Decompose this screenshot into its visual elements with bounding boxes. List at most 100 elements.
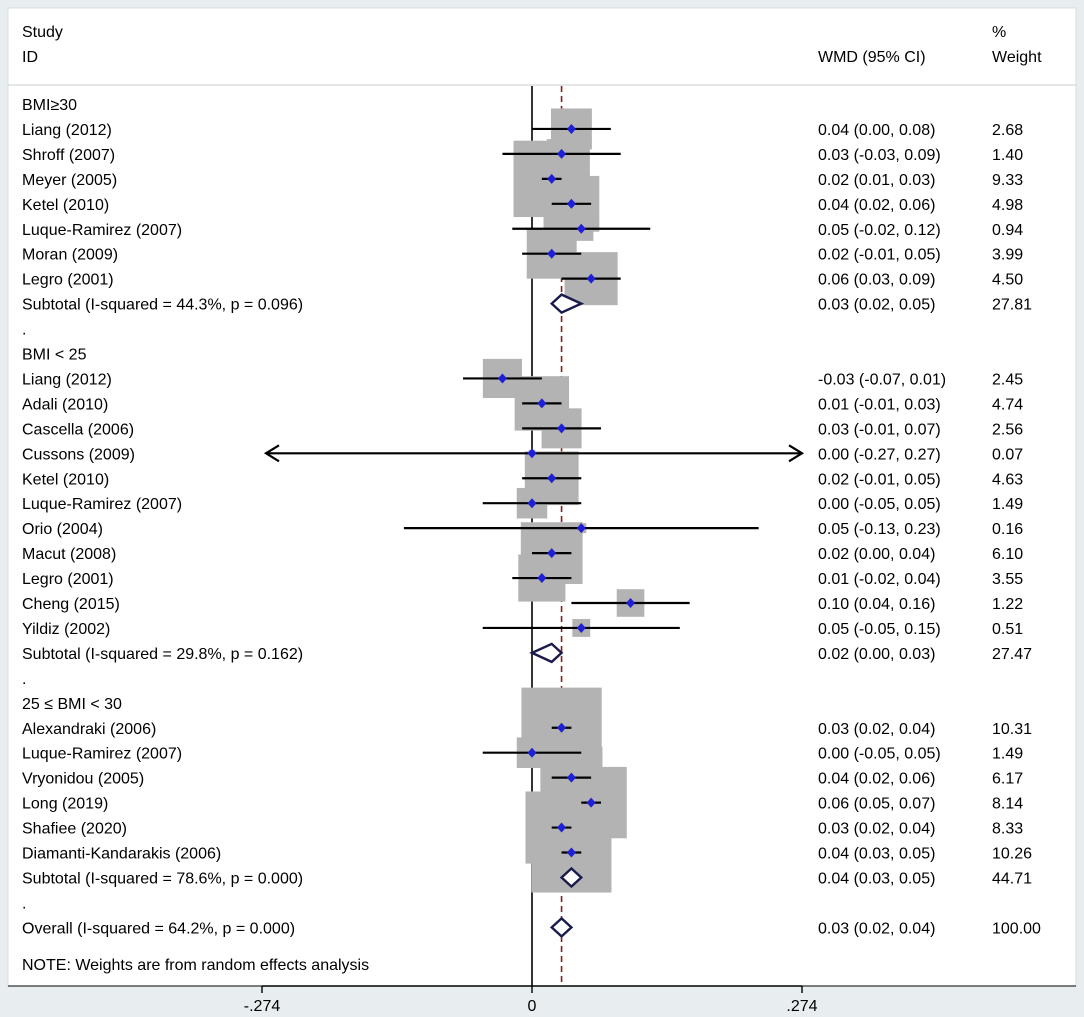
point-estimate xyxy=(576,622,586,633)
point-estimate xyxy=(557,822,567,833)
weight-text: 27.81 xyxy=(992,297,1032,314)
point-estimate xyxy=(527,747,537,758)
weight-text: 10.31 xyxy=(992,721,1032,738)
point-estimate xyxy=(497,373,507,384)
study-label: Orio (2004) xyxy=(22,521,103,538)
study-label: Liang (2012) xyxy=(22,371,112,388)
ci-arrow-right xyxy=(788,444,805,463)
weight-text: 8.14 xyxy=(992,796,1023,813)
study-label: Cheng (2015) xyxy=(22,596,120,613)
effect-ci-text: 0.01 (-0.02, 0.04) xyxy=(818,571,941,588)
study-label: Yildiz (2002) xyxy=(22,621,110,638)
effect-ci-text: 0.00 (-0.05, 0.05) xyxy=(818,496,941,513)
point-estimate xyxy=(557,423,567,434)
effect-ci-text: 0.03 (0.02, 0.04) xyxy=(818,821,935,838)
subtotal-diamond xyxy=(549,293,585,315)
effect-ci-text: 0.06 (0.05, 0.07) xyxy=(818,796,935,813)
study-label: Meyer (2005) xyxy=(22,172,117,189)
point-estimate xyxy=(547,173,557,184)
effect-ci-text: 0.02 (-0.01, 0.05) xyxy=(818,247,941,264)
subtotal-diamond xyxy=(529,642,564,664)
weight-text: 0.51 xyxy=(992,621,1023,638)
effect-ci-text: 0.06 (0.03, 0.09) xyxy=(818,272,935,289)
effect-ci-text: 0.02 (0.00, 0.03) xyxy=(818,646,935,663)
study-label: Long (2019) xyxy=(22,796,108,813)
weight-text: 1.40 xyxy=(992,147,1023,164)
subgroup-header: BMI < 25 xyxy=(22,347,87,364)
point-estimate xyxy=(626,598,636,608)
overall-diamond xyxy=(549,916,574,938)
study-label: Diamanti-Kandarakis (2006) xyxy=(22,846,221,863)
weight-text: 6.10 xyxy=(992,546,1023,563)
effect-ci-text: 0.00 (-0.05, 0.05) xyxy=(818,746,941,763)
weight-text: 8.33 xyxy=(992,821,1023,838)
study-label: Ketel (2010) xyxy=(22,197,109,214)
point-estimate xyxy=(566,198,576,209)
weight-text: 2.56 xyxy=(992,421,1023,438)
header-weight-line2: Weight xyxy=(992,49,1042,66)
study-label: Vryonidou (2005) xyxy=(22,771,144,788)
effect-ci-text: 0.02 (-0.01, 0.05) xyxy=(818,471,941,488)
header-study-line1: Study xyxy=(22,24,63,41)
weight-text: 9.33 xyxy=(992,172,1023,189)
weight-text: 2.68 xyxy=(992,122,1023,139)
point-estimate xyxy=(527,448,537,459)
point-estimate xyxy=(566,123,576,134)
study-label: Legro (2001) xyxy=(22,272,114,289)
weight-text: 1.49 xyxy=(992,746,1023,763)
study-label: Cussons (2009) xyxy=(22,446,135,463)
effect-ci-text: 0.04 (0.03, 0.05) xyxy=(818,870,935,887)
point-estimate xyxy=(557,722,567,733)
ci-arrow-left xyxy=(263,444,280,463)
header-weight-line1: % xyxy=(992,24,1006,41)
study-label: Legro (2001) xyxy=(22,571,114,588)
subtotal-diamond xyxy=(559,866,584,889)
effect-ci-text: 0.05 (-0.02, 0.12) xyxy=(818,222,941,239)
effect-ci-text: 0.04 (0.03, 0.05) xyxy=(818,846,935,863)
x-tick-label: 0 xyxy=(528,998,537,1015)
effect-ci-text: 0.03 (-0.01, 0.07) xyxy=(818,421,941,438)
study-label: Luque-Ramirez (2007) xyxy=(22,496,182,513)
header-effect: WMD (95% CI) xyxy=(818,49,926,66)
x-tick-label: .274 xyxy=(786,998,817,1015)
subtotal-label: Subtotal (I-squared = 29.8%, p = 0.162) xyxy=(22,646,303,663)
weight-text: 0.94 xyxy=(992,222,1023,239)
effect-ci-text: 0.04 (0.00, 0.08) xyxy=(818,122,935,139)
point-estimate xyxy=(566,847,576,858)
subgroup-header: 25 ≤ BMI < 30 xyxy=(22,696,122,713)
study-label: Adali (2010) xyxy=(22,396,108,413)
effect-ci-text: 0.03 (0.02, 0.05) xyxy=(818,297,935,314)
study-label: Shafiee (2020) xyxy=(22,821,127,838)
study-label: Luque-Ramirez (2007) xyxy=(22,222,182,239)
study-label: Moran (2009) xyxy=(22,247,118,264)
effect-ci-text: 0.10 (0.04, 0.16) xyxy=(818,596,935,613)
effect-ci-text: 0.01 (-0.01, 0.03) xyxy=(818,396,941,413)
weight-text: 3.55 xyxy=(992,571,1023,588)
spacer-dot: . xyxy=(22,895,26,912)
study-label: Cascella (2006) xyxy=(22,421,134,438)
weight-text: 4.63 xyxy=(992,471,1023,488)
point-estimate xyxy=(566,772,576,783)
weight-text: 3.99 xyxy=(992,247,1023,264)
weight-text: 4.50 xyxy=(992,272,1023,289)
point-estimate xyxy=(547,473,557,484)
weight-text: 27.47 xyxy=(992,646,1032,663)
weight-text: 0.16 xyxy=(992,521,1023,538)
weight-text: 100.00 xyxy=(992,920,1041,937)
x-tick-label: -.274 xyxy=(244,998,281,1015)
point-estimate xyxy=(547,548,557,559)
overall-label: Overall (I-squared = 64.2%, p = 0.000) xyxy=(22,920,295,937)
rows-layer: BMI≥30 Liang (2012) 0.04 (0.00, 0.08) 2.68 S… xyxy=(22,86,1041,986)
effect-ci-text: -0.03 (-0.07, 0.01) xyxy=(818,371,946,388)
weight-text: 4.74 xyxy=(992,396,1023,413)
point-estimate xyxy=(547,248,557,259)
effect-ci-text: 0.02 (0.01, 0.03) xyxy=(818,172,935,189)
effect-ci-text: 0.03 (0.02, 0.04) xyxy=(818,920,935,937)
study-label: Liang (2012) xyxy=(22,122,112,139)
weight-text: 4.98 xyxy=(992,197,1023,214)
weight-text: 0.07 xyxy=(992,446,1023,463)
study-label: Luque-Ramirez (2007) xyxy=(22,746,182,763)
weight-text: 10.26 xyxy=(992,846,1032,863)
point-estimate xyxy=(557,148,567,159)
